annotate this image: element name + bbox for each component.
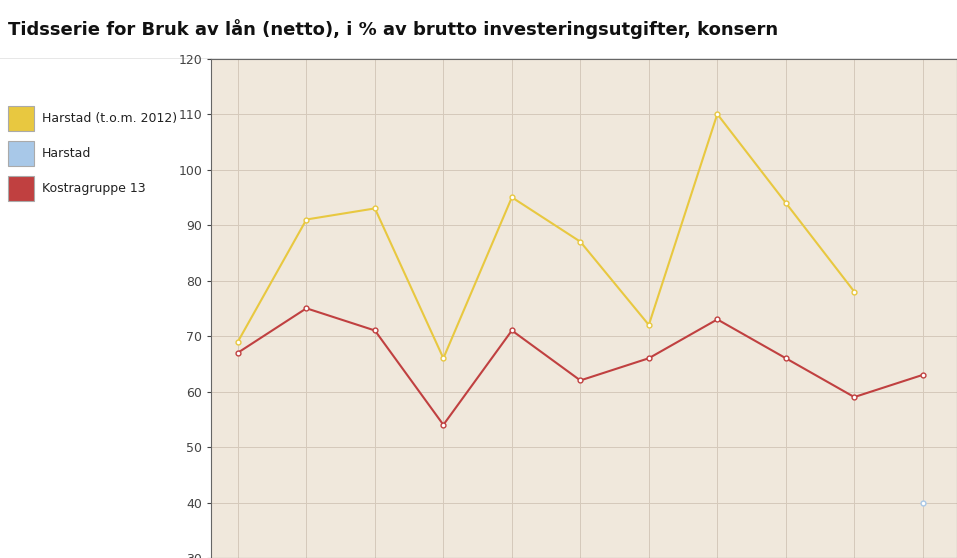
Text: Kostragruppe 13: Kostragruppe 13 bbox=[42, 182, 145, 195]
FancyBboxPatch shape bbox=[9, 106, 33, 131]
Text: Harstad: Harstad bbox=[42, 147, 92, 160]
FancyBboxPatch shape bbox=[9, 141, 33, 166]
FancyBboxPatch shape bbox=[9, 176, 33, 201]
Text: Harstad (t.o.m. 2012): Harstad (t.o.m. 2012) bbox=[42, 112, 177, 125]
Text: Tidsserie for Bruk av lån (netto), i % av brutto investeringsutgifter, konsern: Tidsserie for Bruk av lån (netto), i % a… bbox=[8, 20, 778, 39]
